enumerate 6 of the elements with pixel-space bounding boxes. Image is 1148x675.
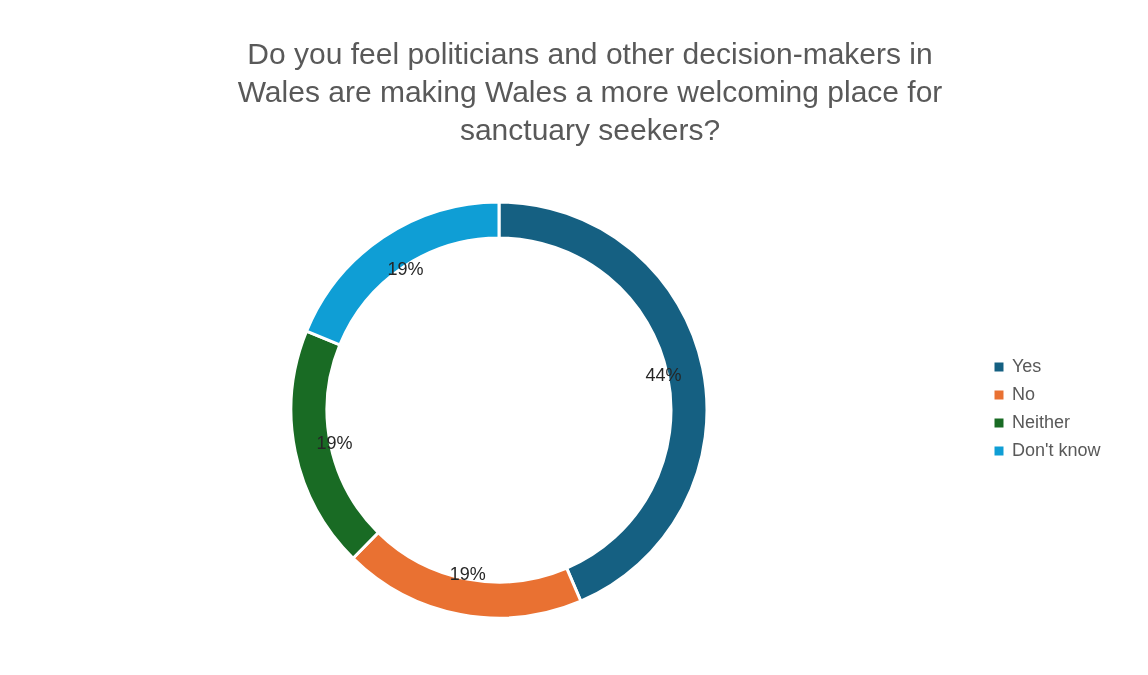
legend-label: No: [1012, 384, 1036, 404]
legend-label: Yes: [1012, 356, 1042, 376]
legend-label: Neither: [1012, 412, 1071, 432]
legend-label: Don't know: [1012, 440, 1102, 460]
chart-title: Do you feel politicians and other decision-makers in Wales are making Wales a more welcoming place for sanctuary seekers?: [237, 37, 943, 146]
data-label: 19%: [449, 564, 486, 585]
